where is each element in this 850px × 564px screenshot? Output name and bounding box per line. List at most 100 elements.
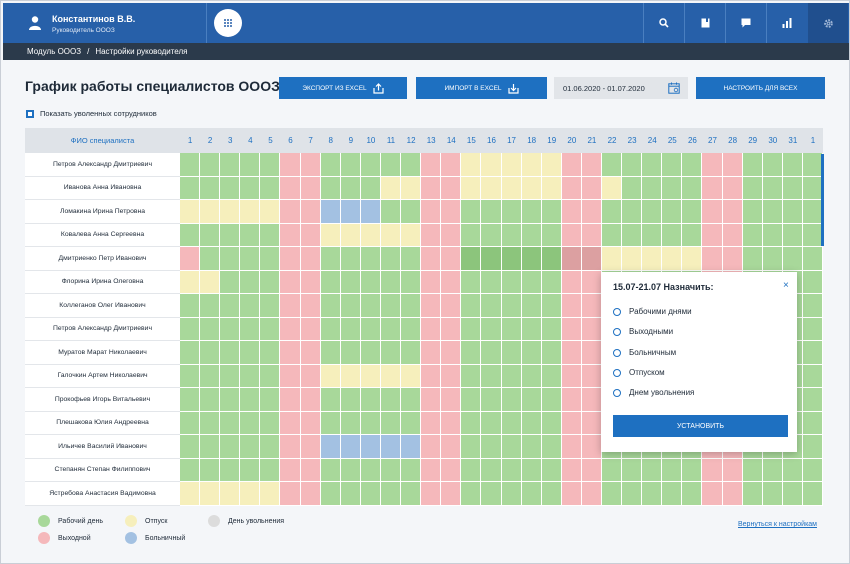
day-cell[interactable] — [581, 341, 602, 365]
day-cell[interactable] — [380, 247, 402, 271]
day-cell[interactable] — [340, 435, 361, 459]
day-cell[interactable] — [401, 223, 422, 247]
day-cell[interactable] — [501, 411, 522, 435]
day-cell[interactable] — [260, 200, 281, 224]
back-to-settings-link[interactable]: Вернуться к настройкам — [738, 521, 817, 528]
day-header[interactable]: 5 — [260, 128, 281, 153]
day-cell[interactable] — [541, 294, 562, 318]
day-cell[interactable] — [541, 482, 562, 506]
date-range-field[interactable]: 01.06.2020 - 01.07.2020 — [554, 77, 688, 99]
day-cell[interactable] — [762, 176, 783, 200]
day-cell[interactable] — [662, 247, 683, 271]
apps-grid-button[interactable] — [214, 9, 242, 37]
day-cell[interactable] — [421, 482, 442, 506]
day-header[interactable]: 10 — [360, 128, 381, 153]
day-cell[interactable] — [802, 294, 823, 318]
day-cell[interactable] — [501, 294, 522, 318]
day-cell[interactable] — [501, 458, 522, 482]
day-cell[interactable] — [360, 341, 381, 365]
day-cell[interactable] — [501, 435, 522, 459]
name-column-header[interactable]: ФИО специалиста — [25, 128, 180, 153]
day-cell[interactable] — [682, 247, 703, 271]
day-cell[interactable] — [541, 364, 562, 388]
day-cell[interactable] — [260, 364, 281, 388]
day-cell[interactable] — [461, 341, 482, 365]
day-cell[interactable] — [200, 153, 221, 177]
day-cell[interactable] — [521, 364, 542, 388]
day-cell[interactable] — [722, 176, 743, 200]
day-cell[interactable] — [521, 317, 542, 341]
employee-name[interactable]: Петров Александр Дмитриевич — [25, 317, 180, 341]
day-cell[interactable] — [401, 270, 422, 294]
day-cell[interactable] — [280, 270, 301, 294]
day-cell[interactable] — [441, 435, 462, 459]
day-cell[interactable] — [360, 364, 381, 388]
day-cell[interactable] — [401, 317, 422, 341]
day-header[interactable]: 27 — [702, 128, 723, 153]
export-excel-button[interactable]: Экспорт из Excel — [279, 77, 407, 99]
day-cell[interactable] — [662, 176, 683, 200]
day-cell[interactable] — [762, 223, 783, 247]
day-cell[interactable] — [541, 388, 562, 412]
day-cell[interactable] — [702, 482, 723, 506]
day-cell[interactable] — [481, 270, 502, 294]
day-cell[interactable] — [280, 176, 301, 200]
day-cell[interactable] — [461, 411, 482, 435]
day-cell[interactable] — [441, 200, 462, 224]
day-cell[interactable] — [581, 270, 602, 294]
day-cell[interactable] — [180, 176, 201, 200]
day-cell[interactable] — [782, 482, 803, 506]
day-cell[interactable] — [521, 247, 542, 271]
day-cell[interactable] — [802, 247, 823, 271]
day-cell[interactable] — [782, 247, 803, 271]
day-cell[interactable] — [260, 482, 281, 506]
day-cell[interactable] — [762, 200, 783, 224]
day-cell[interactable] — [481, 341, 502, 365]
day-cell[interactable] — [360, 200, 381, 224]
day-cell[interactable] — [220, 223, 241, 247]
day-cell[interactable] — [481, 317, 502, 341]
day-cell[interactable] — [782, 223, 803, 247]
day-cell[interactable] — [180, 200, 201, 224]
day-cell[interactable] — [320, 223, 341, 247]
day-cell[interactable] — [320, 411, 341, 435]
day-cell[interactable] — [340, 223, 361, 247]
day-cell[interactable] — [280, 200, 301, 224]
day-header[interactable]: 3 — [220, 128, 241, 153]
employee-name[interactable]: Прокофьев Игорь Витальевич — [25, 388, 180, 412]
day-cell[interactable] — [300, 364, 321, 388]
day-cell[interactable] — [501, 176, 522, 200]
day-cell[interactable] — [220, 153, 241, 177]
option-sick[interactable]: Больничным — [613, 348, 676, 357]
day-cell[interactable] — [401, 364, 422, 388]
day-cell[interactable] — [581, 200, 602, 224]
close-icon[interactable]: × — [783, 280, 789, 291]
day-cell[interactable] — [561, 176, 582, 200]
day-cell[interactable] — [722, 153, 743, 177]
day-cell[interactable] — [180, 294, 201, 318]
day-cell[interactable] — [441, 458, 462, 482]
day-cell[interactable] — [682, 458, 703, 482]
import-excel-button[interactable]: Импорт в Excel — [416, 77, 547, 99]
day-header[interactable]: 6 — [280, 128, 301, 153]
day-cell[interactable] — [200, 294, 221, 318]
day-cell[interactable] — [200, 317, 221, 341]
day-cell[interactable] — [742, 200, 763, 224]
day-cell[interactable] — [782, 458, 803, 482]
day-cell[interactable] — [421, 223, 442, 247]
day-cell[interactable] — [581, 223, 602, 247]
day-cell[interactable] — [200, 200, 221, 224]
day-header[interactable]: 28 — [722, 128, 743, 153]
day-cell[interactable] — [622, 176, 643, 200]
day-cell[interactable] — [622, 247, 643, 271]
day-header[interactable]: 18 — [521, 128, 542, 153]
option-dismissal[interactable]: Днем увольнения — [613, 388, 694, 397]
day-cell[interactable] — [521, 153, 542, 177]
day-cell[interactable] — [561, 435, 582, 459]
day-cell[interactable] — [180, 223, 201, 247]
day-cell[interactable] — [441, 223, 462, 247]
day-cell[interactable] — [802, 153, 823, 177]
day-cell[interactable] — [421, 176, 442, 200]
day-cell[interactable] — [220, 341, 241, 365]
day-cell[interactable] — [461, 317, 482, 341]
